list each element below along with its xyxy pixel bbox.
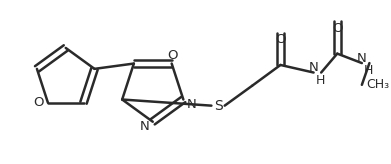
Text: N: N [187,98,197,111]
Text: H: H [364,64,373,77]
Text: N: N [309,61,319,74]
Text: H: H [316,74,325,87]
Text: O: O [167,50,178,62]
Text: O: O [33,96,44,109]
Text: CH₃: CH₃ [367,78,390,91]
Text: S: S [213,99,222,113]
Text: N: N [357,52,367,65]
Text: O: O [332,22,343,35]
Text: N: N [139,120,149,133]
Text: O: O [275,33,286,46]
